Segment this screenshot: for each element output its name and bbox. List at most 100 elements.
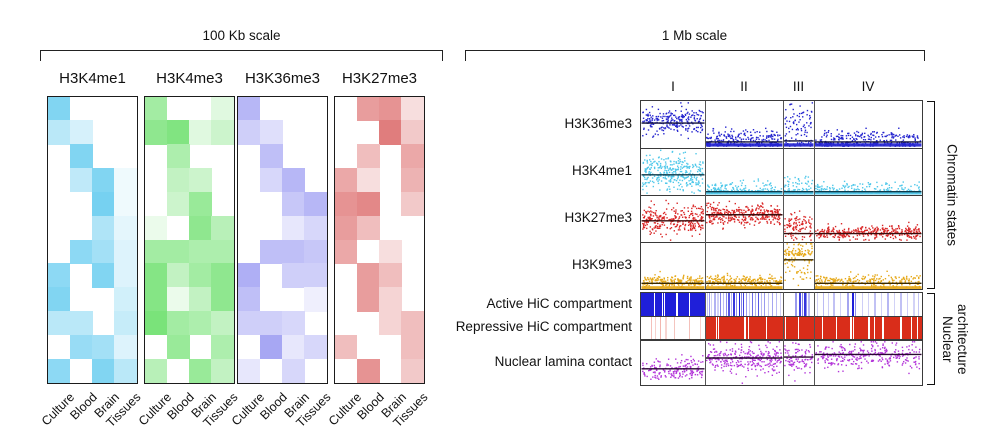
heatmap-cell (166, 334, 190, 360)
chromatin-states-label: Chromatin states (944, 143, 960, 247)
barcode-line (660, 316, 662, 340)
barcode-line (711, 293, 713, 316)
barcode-line (706, 293, 708, 316)
heatmap-cell (356, 287, 380, 312)
heatmap-cell (69, 168, 93, 193)
track-separator (641, 316, 922, 317)
barcode-line (893, 293, 896, 316)
heatmap-cell (144, 311, 168, 336)
heatmap-cell (69, 311, 93, 336)
scatter-track-H3K36me3 (641, 101, 922, 148)
heatmap-cell (304, 263, 327, 288)
section-divider (783, 101, 784, 289)
barcode-gap (882, 316, 885, 340)
barcode-gap (835, 316, 837, 340)
heatmap-cell (144, 215, 168, 241)
barcode-line (917, 293, 919, 316)
barcode-line (761, 293, 763, 316)
heatmap-cell (114, 287, 137, 312)
heatmap-cell (114, 263, 137, 288)
barcode-line (722, 293, 725, 316)
barcode-gap (852, 316, 854, 340)
barcode-gap (747, 316, 749, 340)
barcode-line (714, 293, 716, 316)
barcode-gap (676, 293, 678, 316)
heatmap-cell (356, 168, 380, 193)
barcode-line (887, 293, 889, 316)
heatmap-cell (92, 215, 115, 241)
heatmap-cell (356, 263, 380, 288)
barcode-line (874, 293, 876, 316)
barcode-line (733, 293, 735, 316)
heatmap-cell (304, 191, 327, 217)
barcode-line (674, 316, 676, 340)
heatmap-cell (166, 144, 190, 169)
heatmap-cell (282, 191, 305, 217)
barcode-track-Active HiC compartment (641, 293, 922, 316)
nuclear-architecture-label: Nuclear architecture (940, 303, 970, 375)
heatmap-cell (189, 358, 212, 383)
heatmap-cell (237, 96, 261, 121)
barcode-line (913, 293, 915, 316)
heatmap-cell (189, 168, 212, 193)
heatmap-cell (114, 358, 137, 383)
heatmap-cell (334, 239, 358, 264)
heatmap-cell (259, 334, 283, 360)
barcode-line (745, 293, 747, 316)
heatmap-cell (92, 191, 115, 217)
barcode-line (804, 293, 806, 316)
heatmap-cell (69, 120, 93, 145)
barcode-line (748, 293, 750, 316)
barcode-line (801, 293, 803, 316)
heatmap-cell (166, 263, 190, 288)
track-label: H3K36me3 (564, 115, 632, 131)
barcode-gap (715, 316, 718, 340)
barcode-line (738, 293, 741, 316)
heatmap-title: H3K4me3 (156, 70, 223, 87)
barcode-gap (797, 316, 800, 340)
barcode-line (855, 293, 857, 316)
heatmap-cell (166, 239, 190, 264)
barcode-gap (868, 316, 870, 340)
heatmap-cell (282, 215, 305, 241)
barcode-line (880, 293, 883, 316)
section-divider (814, 101, 815, 289)
heatmap-cell (47, 358, 71, 383)
barcode-gap (849, 316, 853, 340)
heatmap-cell (282, 168, 305, 193)
heatmap-cell (211, 334, 234, 360)
barcode-gap (874, 316, 876, 340)
barcode-line (717, 293, 719, 316)
track-label: Active HiC compartment (486, 295, 632, 311)
heatmap-cell (114, 311, 137, 336)
heatmap-cell (237, 263, 261, 288)
section-label-IV: IV (861, 79, 875, 94)
heatmap-grid (46, 95, 138, 384)
heatmap-cell (237, 120, 261, 145)
barcode-gap (916, 316, 919, 340)
heatmap-cell (211, 287, 234, 312)
heatmap-cell (114, 239, 137, 264)
heatmap-cell (92, 239, 115, 264)
heatmap-cell (259, 120, 283, 145)
barcode-line (650, 316, 652, 340)
track-label: Nuclear lamina contact (494, 353, 632, 369)
heatmap-title: H3K27me3 (341, 70, 418, 87)
compartment-group-border (639, 291, 923, 341)
heatmap-cell (304, 239, 327, 264)
track-label: H3K27me3 (564, 209, 632, 225)
scatter-track-H3K27me3 (641, 195, 922, 242)
heatmap-cell (47, 96, 71, 121)
barcode-line (833, 293, 835, 316)
heatmap-title: H3K36me3 (244, 70, 321, 87)
barcode-gap (784, 316, 786, 340)
heatmap-cell (114, 334, 137, 360)
heatmap-cell (92, 263, 115, 288)
heatmap-cell (47, 287, 71, 312)
heatmap-cell (356, 96, 380, 121)
barcode-line (795, 293, 797, 316)
heatmap-cell (166, 287, 190, 312)
heatmap-cell (304, 215, 327, 241)
heatmap-cell (144, 96, 168, 121)
heatmap-cell (189, 215, 212, 241)
